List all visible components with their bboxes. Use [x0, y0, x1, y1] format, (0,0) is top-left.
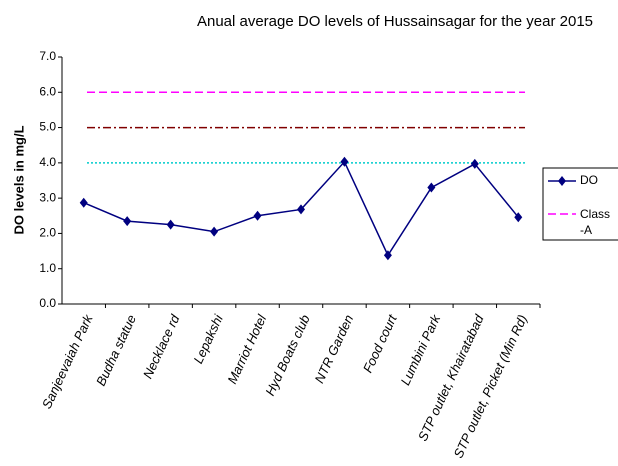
x-tick-label: Lumbini Park	[398, 311, 444, 387]
y-axis-label: DO levels in mg/L	[11, 125, 26, 234]
chart-title: Anual average DO levels of Hussainsagar …	[197, 13, 593, 30]
y-tick-label: 4.0	[39, 155, 56, 169]
x-tick-label: Hyd Boats club	[262, 312, 313, 398]
y-tick-label: 6.0	[39, 84, 56, 98]
x-tick-label: Necklace rd	[140, 312, 183, 381]
y-tick-label: 2.0	[39, 226, 56, 240]
data-point	[210, 226, 219, 237]
y-tick-label: 5.0	[39, 120, 56, 134]
x-tick-label: Budha statue	[93, 312, 139, 388]
x-tick-label: Marriot Hotel	[224, 311, 270, 386]
x-tick-label: Food court	[360, 311, 400, 375]
y-tick-label: 7.0	[39, 49, 56, 63]
data-point	[166, 219, 175, 230]
legend-swatch-marker	[558, 176, 566, 186]
data-point	[514, 212, 523, 223]
y-tick-label: 3.0	[39, 190, 56, 204]
data-point	[79, 197, 88, 208]
data-point	[383, 250, 392, 261]
data-point	[123, 216, 132, 227]
legend-label: DO	[580, 173, 598, 187]
y-tick-label: 1.0	[39, 261, 56, 275]
data-point	[340, 156, 349, 167]
y-tick-label: 0.0	[39, 296, 56, 310]
x-tick-label: Lepakshi	[190, 311, 226, 366]
data-point	[427, 182, 436, 193]
data-point	[297, 204, 305, 215]
x-tick-label: NTR Garden	[312, 312, 357, 385]
data-point	[253, 210, 262, 221]
x-tick-label: Sanjeevaiah Park	[39, 311, 96, 411]
data-point	[470, 158, 479, 169]
legend-label: Class -A	[580, 207, 611, 237]
legend-box	[542, 167, 618, 241]
